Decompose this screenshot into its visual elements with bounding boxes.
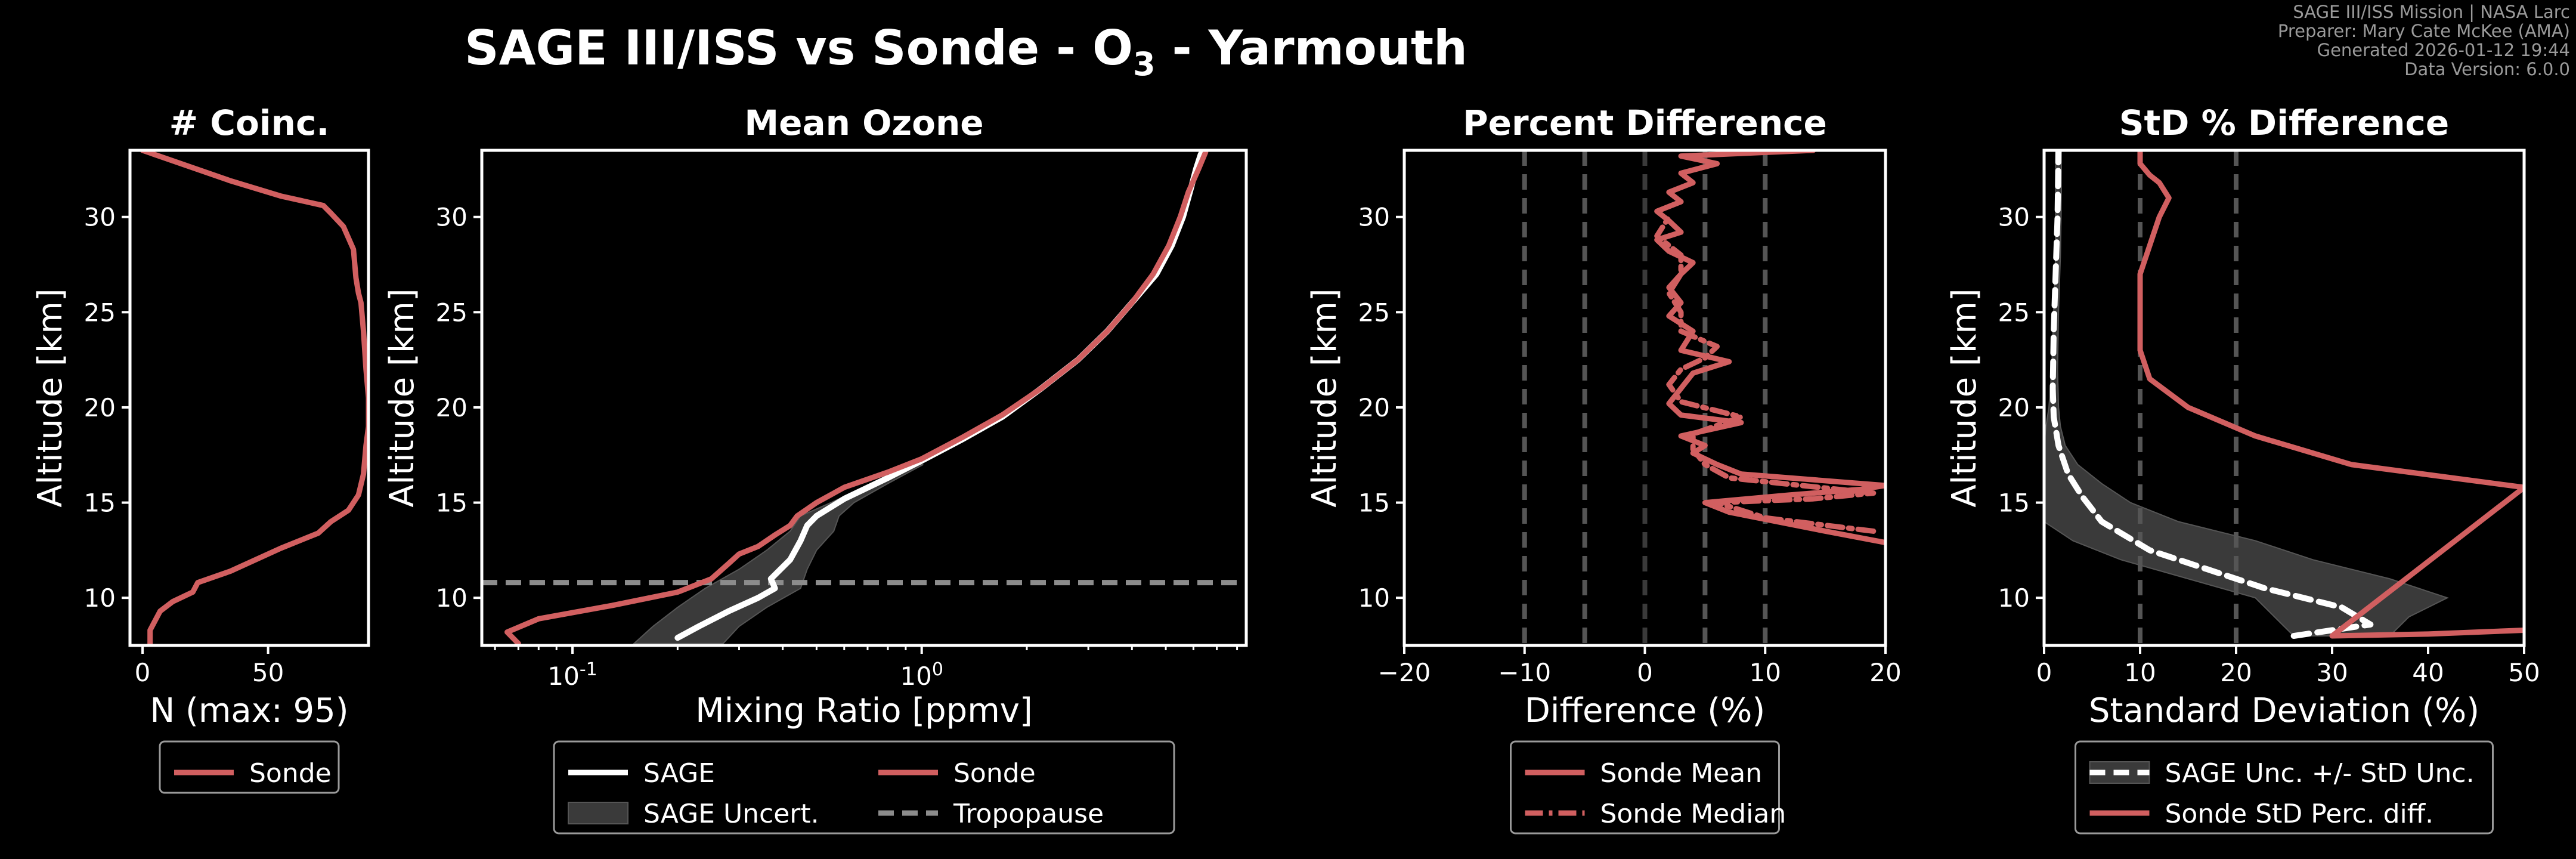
legend-label: Sonde	[249, 758, 332, 789]
plot-area-mean	[482, 150, 1246, 645]
x-tick-label: 0	[2036, 658, 2052, 687]
y-tick-label: 15	[84, 489, 116, 518]
x-tick-label: 10	[1750, 658, 1781, 687]
uncertainty-band	[2044, 150, 2449, 637]
x-tick-label: 0	[1637, 658, 1653, 687]
x-tick-label: −10	[1498, 658, 1551, 687]
legend: SAGE Unc. +/- StD Unc. Sonde StD Perc. di…	[2075, 740, 2494, 835]
legend-label: SAGE Unc. +/- StD Unc.	[2165, 758, 2475, 789]
meta-version: Data Version: 6.0.0	[2404, 59, 2570, 79]
x-tick-label: 20	[1869, 658, 1901, 687]
panel-mean: 10 15 20 25 30 10-1 100 Mean Ozone Mixing Ratio …	[383, 103, 1248, 835]
legend-label: Sonde	[953, 758, 1036, 789]
x-tick-label: 50	[2508, 658, 2540, 687]
y-axis-label: Altitude [km]	[1945, 288, 1984, 507]
legend-frame	[553, 740, 1175, 835]
legend: SAGE Sonde SAGE Uncert. Tropopause	[553, 740, 1175, 835]
y-tick-label: 15	[1998, 489, 2030, 518]
panel-title: Mean Ozone	[744, 103, 983, 143]
series-sonde-mean	[1654, 150, 1885, 546]
meta-generated: Generated 2026-01-12 19:44	[2317, 40, 2570, 60]
y-tick-label: 30	[84, 203, 116, 232]
series-sonde-median	[1654, 214, 1877, 534]
y-tick-label: 25	[436, 298, 467, 327]
panel-title: StD % Difference	[2119, 103, 2449, 143]
x-tick-label: 10-1	[547, 659, 597, 691]
y-tick-label: 30	[1358, 203, 1390, 232]
legend: Sonde	[159, 740, 340, 794]
y-tick-label: 30	[436, 203, 467, 232]
panel-stddiff: 10 15 20 25 30 0 10 20 30 40 50 StD % Difference Sta…	[1945, 103, 2540, 835]
y-tick-label: 10	[1358, 583, 1390, 613]
y-axis-label: Altitude [km]	[383, 288, 422, 507]
axes-frame	[480, 149, 1248, 647]
legend-label: SAGE	[643, 758, 715, 789]
y-tick-label: 25	[1998, 298, 2030, 327]
panel-title: Percent Difference	[1463, 103, 1827, 143]
legend-frame	[159, 740, 340, 794]
metadata-block: SAGE III/ISS Mission | NASA Larc Prepare…	[2278, 2, 2570, 79]
legend-frame	[2075, 740, 2494, 835]
x-tick-label: 40	[2412, 658, 2444, 687]
plot-area-pctdiff	[1522, 150, 1885, 645]
legend-label: SAGE Uncert.	[643, 799, 819, 829]
meta-preparer: Preparer: Mary Cate McKee (AMA)	[2277, 21, 2570, 41]
plot-area-coinc	[140, 150, 369, 645]
y-tick-label: 20	[436, 393, 467, 422]
panel-title: # Coinc.	[169, 103, 330, 143]
axes-frame	[128, 149, 370, 647]
y-tick-label: 25	[1358, 298, 1390, 327]
y-axis-label: Altitude [km]	[1305, 288, 1344, 507]
x-axis-label: Standard Deviation (%)	[2089, 691, 2479, 730]
legend-handle	[568, 802, 628, 824]
x-tick-label: 50	[252, 658, 284, 687]
y-tick-label: 20	[84, 393, 116, 422]
legend-frame	[1510, 740, 1780, 835]
legend: Sonde Mean Sonde Median	[1510, 740, 1787, 835]
y-tick-label: 20	[1998, 393, 2030, 422]
legend-label: Sonde Median	[1600, 799, 1787, 829]
legend-label: Sonde StD Perc. diff.	[2165, 799, 2434, 829]
x-axis-label: Difference (%)	[1525, 691, 1765, 730]
series-sonde	[140, 150, 369, 645]
y-tick-label: 10	[1998, 583, 2030, 613]
x-tick-label: 100	[900, 659, 943, 691]
meta-mission: SAGE III/ISS Mission | NASA Larc	[2293, 2, 2570, 22]
series-sage-unc-	[2049, 150, 2374, 639]
y-axis-label: Altitude [km]	[31, 288, 70, 507]
panel-coinc: 10 15 20 25 30 0 50 # Coinc. N (max: 95) Altitude…	[31, 103, 370, 794]
legend-label: Sonde Mean	[1600, 758, 1763, 789]
x-tick-label: −20	[1378, 658, 1431, 687]
x-tick-label: 20	[2220, 658, 2252, 687]
panel-pctdiff: 10 15 20 25 30 −20 −10 0 10 20 Percent Difference D…	[1305, 103, 1902, 835]
uncertainty-band	[632, 464, 924, 644]
y-tick-label: 15	[1358, 489, 1390, 518]
y-tick-label: 25	[84, 298, 116, 327]
plot-area-stddiff	[2044, 150, 2524, 645]
y-tick-label: 10	[436, 583, 467, 613]
panels: 10 15 20 25 30 0 50 # Coinc. N (max: 95) Altitude…	[31, 103, 2540, 835]
x-tick-label: 30	[2316, 658, 2348, 687]
series-sonde-std-perc-diff-	[2137, 150, 2524, 639]
x-tick-label: 10	[2124, 658, 2156, 687]
figure-title: SAGE III/ISS vs Sonde - O3 - Yarmouth	[465, 20, 1467, 83]
legend-label: Tropopause	[953, 799, 1104, 829]
y-tick-label: 30	[1998, 203, 2030, 232]
y-tick-label: 10	[84, 583, 116, 613]
axes-frame	[2042, 149, 2526, 647]
y-tick-label: 15	[436, 489, 467, 518]
x-axis-label: Mixing Ratio [ppmv]	[695, 691, 1032, 730]
series-sonde	[504, 150, 1209, 645]
x-tick-label: 0	[135, 658, 151, 687]
y-tick-label: 20	[1358, 393, 1390, 422]
x-axis-label: N (max: 95)	[150, 691, 348, 730]
